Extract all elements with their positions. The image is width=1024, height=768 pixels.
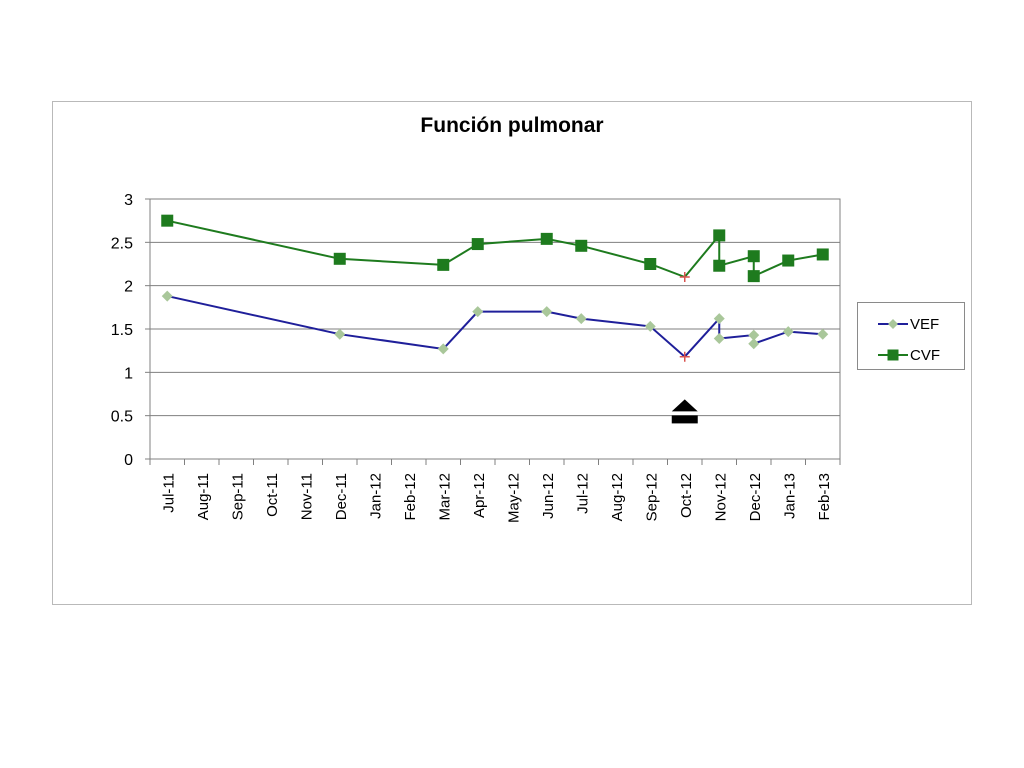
x-tick-label: Jan-12 (367, 473, 384, 519)
vef-data-point (334, 328, 346, 340)
vef-data-point (644, 320, 656, 332)
legend-label-cvf: CVF (910, 347, 940, 364)
vef-data-point (817, 328, 829, 340)
x-tick-label: Mar-12 (436, 473, 453, 521)
cvf-data-point (644, 258, 657, 270)
cvf-data-point (782, 254, 795, 267)
vef-data-point (748, 338, 760, 350)
vef-data-point (782, 326, 794, 338)
x-tick-label: Nov-12 (712, 473, 729, 521)
chart-title: Función pulmonar (420, 114, 604, 137)
legend-item-vef: VEF (858, 314, 964, 334)
y-tick-label: 0 (124, 452, 133, 469)
vef-data-point (437, 343, 449, 355)
legend-item-cvf: CVF (858, 345, 964, 365)
y-tick-label: 1 (124, 365, 133, 382)
vef-data-point (472, 306, 484, 318)
cvf-data-point (747, 250, 760, 263)
eject-icon-bar (671, 415, 698, 424)
cvf-data-point (161, 214, 174, 227)
cvf-data-point (333, 252, 346, 265)
legend-label-vef: VEF (910, 316, 940, 333)
cvf-data-point (816, 248, 829, 261)
x-tick-label: Aug-12 (609, 473, 626, 521)
x-tick-label: Dec-12 (747, 473, 764, 521)
x-tick-label: Sep-12 (643, 473, 660, 521)
cvf-data-point (679, 272, 690, 282)
chart-legend: VEF CVF (857, 302, 965, 370)
y-tick-label: 0.5 (111, 409, 133, 426)
cvf-data-point (713, 229, 726, 242)
cvf-data-point (713, 259, 726, 272)
x-tick-label: Oct-12 (678, 473, 695, 518)
x-tick-label: May-12 (505, 473, 522, 523)
vef-data-point (541, 306, 553, 318)
x-tick-label: Nov-11 (298, 473, 315, 520)
cvf-data-point (437, 258, 450, 271)
y-tick-label: 3 (124, 192, 133, 209)
y-tick-label: 2.5 (111, 235, 133, 252)
vef-data-point (575, 313, 587, 325)
vef-data-point (713, 313, 725, 325)
x-tick-label: Jul-11 (160, 473, 177, 513)
cvf-data-point (575, 239, 588, 252)
x-tick-label: Sep-11 (229, 473, 246, 520)
cvf-data-point (747, 270, 760, 283)
x-tick-label: Jan-13 (781, 473, 798, 519)
cvf-data-point (471, 238, 484, 251)
cvf-legend-swatch (878, 349, 908, 361)
x-tick-label: Apr-12 (471, 473, 488, 518)
x-tick-label: Feb-12 (402, 473, 419, 521)
y-tick-label: 2 (124, 279, 133, 296)
x-tick-label: Jun-12 (540, 473, 557, 519)
x-tick-label: Feb-13 (816, 473, 833, 521)
vef-data-point (679, 351, 690, 362)
eject-icon (671, 399, 698, 412)
cvf-data-point (540, 232, 553, 245)
x-tick-label: Oct-11 (264, 473, 281, 517)
x-tick-label: Jul-12 (574, 473, 591, 514)
vef-legend-swatch (878, 319, 908, 329)
vef-data-point (161, 290, 173, 302)
x-tick-label: Dec-11 (333, 473, 350, 520)
y-tick-label: 1.5 (111, 322, 133, 339)
vef-data-point (713, 333, 725, 345)
x-tick-label: Aug-11 (195, 473, 212, 520)
vef-data-point (748, 329, 760, 341)
